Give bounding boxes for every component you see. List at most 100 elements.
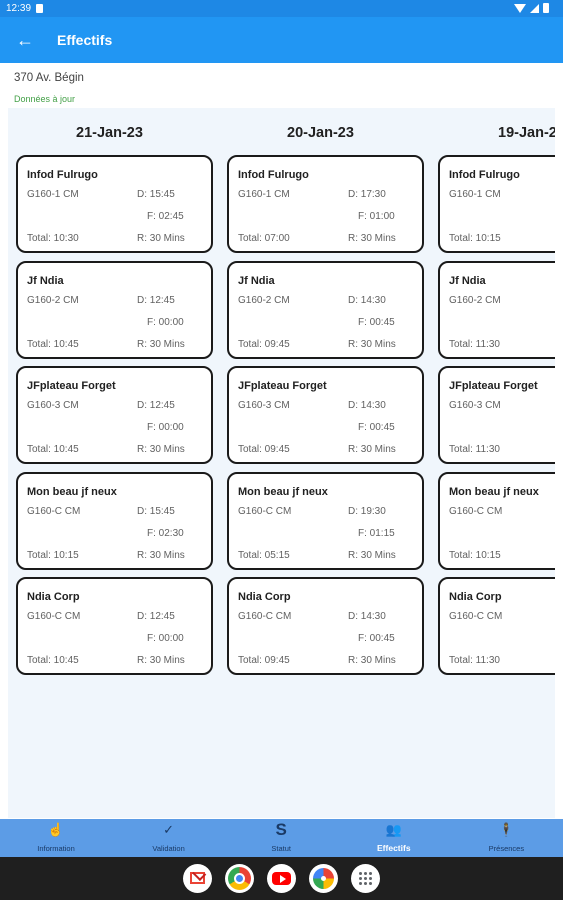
end-time: F: 02:30: [147, 528, 184, 539]
back-button[interactable]: ←: [12, 28, 38, 52]
break-duration: R: 30 Mins: [137, 233, 185, 244]
shift-card[interactable]: Ndia Corp G160-C CM D: 14:30 F: 00:45 Total:…: [227, 577, 424, 675]
start-time: D: 14:30: [348, 611, 386, 622]
end-time: F: 01:15: [358, 528, 395, 539]
employee-name: Mon beau jf neux: [27, 486, 117, 498]
post-code: G160-C CM: [27, 506, 81, 517]
person-icon: 🕴: [498, 822, 515, 837]
battery-icon: [543, 3, 549, 13]
total-hours: Total: 05:15: [238, 550, 290, 561]
total-hours: Total: 11:30: [449, 444, 500, 455]
post-code: G160-C CM: [449, 506, 503, 517]
shift-card[interactable]: Ndia Corp G160-C CM Total: 11:30: [438, 577, 555, 675]
gmail-app-icon[interactable]: [183, 864, 212, 893]
shift-card[interactable]: Mon beau jf neux G160-C CM Total: 10:15: [438, 472, 555, 570]
shift-card[interactable]: Jf Ndia G160-2 CM Total: 11:30: [438, 261, 555, 359]
break-duration: R: 30 Mins: [137, 655, 185, 666]
youtube-app-icon[interactable]: [267, 864, 296, 893]
shift-card[interactable]: JFplateau Forget G160-3 CM Total: 11:30: [438, 366, 555, 464]
total-hours: Total: 07:00: [238, 233, 290, 244]
employee-name: Ndia Corp: [27, 591, 80, 603]
post-code: G160-2 CM: [238, 295, 290, 306]
app-bar: ← Effectifs: [0, 17, 563, 63]
page-title: Effectifs: [57, 32, 113, 48]
end-time: F: 00:00: [147, 422, 184, 433]
total-hours: Total: 10:45: [27, 655, 79, 666]
total-hours: Total: 09:45: [238, 339, 290, 350]
start-time: D: 14:30: [348, 400, 386, 411]
start-time: D: 19:30: [348, 506, 386, 517]
day-header: 19-Jan-23: [498, 125, 555, 141]
shift-card[interactable]: Infod Fulrugo G160-1 CM D: 15:45 F: 02:45 To…: [16, 155, 213, 253]
end-time: F: 00:00: [147, 633, 184, 644]
employee-name: JFplateau Forget: [449, 380, 538, 392]
employee-name: Jf Ndia: [27, 275, 64, 287]
break-duration: R: 30 Mins: [137, 339, 185, 350]
shift-card[interactable]: Infod Fulrugo G160-1 CM D: 17:30 F: 01:00 To…: [227, 155, 424, 253]
site-address: 370 Av. Bégin: [14, 72, 84, 84]
employee-name: Mon beau jf neux: [238, 486, 328, 498]
status-indicators: [514, 3, 549, 13]
start-time: D: 17:30: [348, 189, 386, 200]
post-code: G160-3 CM: [238, 400, 290, 411]
shift-card[interactable]: JFplateau Forget G160-3 CM D: 14:30 F: 00:4…: [227, 366, 424, 464]
post-code: G160-3 CM: [449, 400, 501, 411]
total-hours: Total: 10:15: [27, 550, 79, 561]
schedule-grid[interactable]: 21-Jan-23 Infod Fulrugo G160-1 CM D: 15:45 F…: [8, 108, 555, 818]
shift-card[interactable]: Mon beau jf neux G160-C CM D: 19:30 F: 01:1…: [227, 472, 424, 570]
total-hours: Total: 10:15: [449, 233, 501, 244]
chrome-core: [234, 873, 245, 884]
post-code: G160-1 CM: [27, 189, 79, 200]
post-code: G160-C CM: [238, 611, 292, 622]
nav-label: Effectifs: [377, 843, 411, 853]
employee-name: JFplateau Forget: [27, 380, 116, 392]
photos-app-icon[interactable]: [309, 864, 338, 893]
nav-tab-information[interactable]: ☝ Information: [0, 819, 112, 857]
employee-name: Infod Fulrugo: [27, 169, 98, 181]
group-icon: 👥: [385, 822, 402, 837]
status-time: 12:39: [6, 3, 32, 14]
app-drawer-icon[interactable]: [351, 864, 380, 893]
shift-card[interactable]: Infod Fulrugo G160-1 CM Total: 10:15: [438, 155, 555, 253]
start-time: D: 15:45: [137, 189, 175, 200]
shift-card[interactable]: Ndia Corp G160-C CM D: 12:45 F: 00:00 Total:…: [16, 577, 213, 675]
nav-tab-effectifs[interactable]: 👥 Effectifs: [338, 819, 450, 857]
break-duration: R: 30 Mins: [348, 444, 396, 455]
wifi-icon: [514, 3, 526, 13]
post-code: G160-1 CM: [449, 189, 501, 200]
check-icon: ✓: [163, 822, 175, 837]
employee-name: Jf Ndia: [449, 275, 486, 287]
post-code: G160-1 CM: [238, 189, 290, 200]
nav-label: Validation: [152, 844, 185, 853]
apps-grid-icon: [359, 872, 372, 885]
employee-name: Ndia Corp: [449, 591, 502, 603]
total-hours: Total: 10:30: [27, 233, 79, 244]
shift-card[interactable]: JFplateau Forget G160-3 CM D: 12:45 F: 00:0…: [16, 366, 213, 464]
nav-label: Information: [37, 844, 75, 853]
gmail-glyph: [190, 872, 205, 884]
break-duration: R: 30 Mins: [137, 550, 185, 561]
nav-tab-statut[interactable]: S Statut: [225, 819, 337, 857]
notification-icon: [36, 4, 43, 13]
end-time: F: 00:00: [147, 317, 184, 328]
total-hours: Total: 10:15: [449, 550, 501, 561]
break-duration: R: 30 Mins: [348, 233, 396, 244]
tap-icon: ☝: [47, 822, 65, 837]
chrome-app-icon[interactable]: [225, 864, 254, 893]
post-code: G160-3 CM: [27, 400, 79, 411]
day-header: 20-Jan-23: [287, 125, 354, 141]
shift-card[interactable]: Mon beau jf neux G160-C CM D: 15:45 F: 02:3…: [16, 472, 213, 570]
shift-card[interactable]: Jf Ndia G160-2 CM D: 14:30 F: 00:45 Total: 0…: [227, 261, 424, 359]
employee-name: Infod Fulrugo: [449, 169, 520, 181]
end-time: F: 02:45: [147, 211, 184, 222]
post-code: G160-C CM: [449, 611, 503, 622]
nav-tab-validation[interactable]: ✓ Validation: [113, 819, 225, 857]
break-duration: R: 30 Mins: [137, 444, 185, 455]
end-time: F: 00:45: [358, 633, 395, 644]
shift-card[interactable]: Jf Ndia G160-2 CM D: 12:45 F: 00:00 Total: 1…: [16, 261, 213, 359]
total-hours: Total: 09:45: [238, 655, 290, 666]
nav-tab-prsences[interactable]: 🕴 Présences: [450, 819, 562, 857]
total-hours: Total: 11:30: [449, 339, 500, 350]
total-hours: Total: 09:45: [238, 444, 290, 455]
post-code: G160-C CM: [238, 506, 292, 517]
